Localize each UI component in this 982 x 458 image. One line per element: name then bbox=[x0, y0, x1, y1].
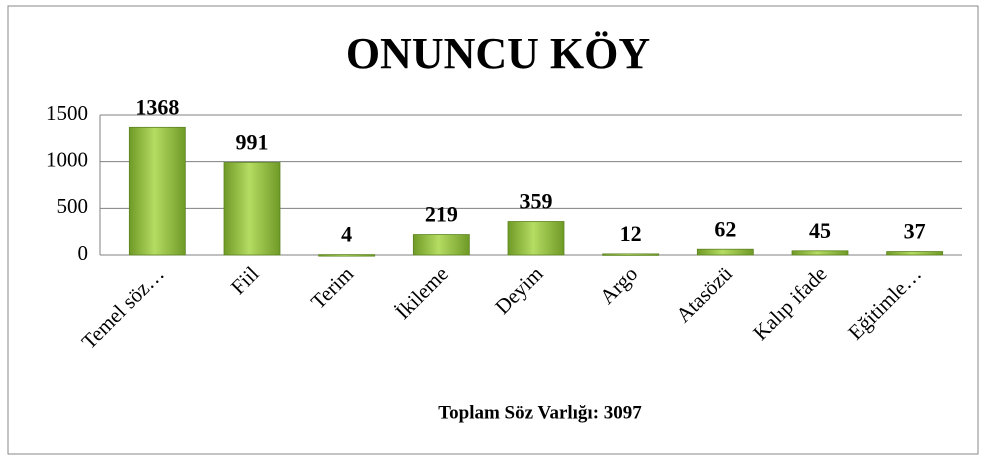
bar bbox=[318, 254, 376, 257]
data-label: 359 bbox=[520, 189, 553, 214]
data-label: 4 bbox=[341, 222, 352, 247]
bar bbox=[223, 162, 281, 256]
data-label: 219 bbox=[425, 202, 458, 227]
bar bbox=[507, 221, 565, 256]
data-label: 991 bbox=[236, 130, 269, 155]
data-label: 1368 bbox=[135, 94, 179, 119]
bar bbox=[412, 234, 470, 256]
bar bbox=[791, 250, 849, 256]
bar bbox=[886, 251, 944, 256]
y-tick-label: 0 bbox=[78, 241, 89, 265]
y-tick-label: 1000 bbox=[46, 147, 88, 171]
data-label: 12 bbox=[620, 221, 642, 246]
bar bbox=[602, 253, 660, 256]
bar bbox=[128, 126, 186, 256]
x-axis-title: Toplam Söz Varlığı: 3097 bbox=[438, 402, 642, 423]
data-label: 45 bbox=[809, 218, 831, 243]
y-tick-label: 1500 bbox=[46, 101, 88, 125]
data-label: 37 bbox=[904, 219, 926, 244]
data-label: 62 bbox=[714, 216, 736, 241]
y-tick-label: 500 bbox=[57, 194, 89, 218]
bar bbox=[696, 248, 754, 256]
chart-title: ONUNCU KÖY bbox=[346, 29, 650, 78]
